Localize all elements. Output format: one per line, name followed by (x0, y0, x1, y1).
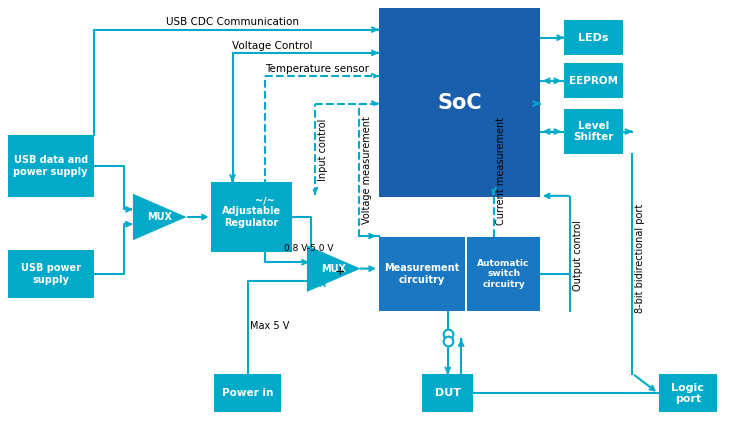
Text: Temperature sensor: Temperature sensor (265, 64, 369, 74)
Text: 0.8 V-5.0 V: 0.8 V-5.0 V (284, 244, 334, 253)
FancyBboxPatch shape (8, 135, 94, 197)
Polygon shape (307, 245, 361, 292)
FancyBboxPatch shape (564, 63, 622, 98)
FancyBboxPatch shape (8, 250, 94, 298)
Text: ~∕~: ~∕~ (255, 196, 274, 206)
Text: Power in: Power in (222, 388, 273, 398)
Text: MUX: MUX (321, 264, 346, 274)
FancyBboxPatch shape (564, 109, 622, 154)
FancyBboxPatch shape (211, 182, 292, 252)
Text: USB data and
power supply: USB data and power supply (13, 155, 88, 177)
Text: Output control: Output control (573, 220, 583, 291)
Text: Current measurement: Current measurement (496, 116, 506, 225)
Text: MUX: MUX (147, 212, 172, 222)
FancyBboxPatch shape (564, 20, 622, 55)
Text: SoC: SoC (437, 93, 482, 113)
Polygon shape (133, 194, 187, 240)
FancyBboxPatch shape (379, 237, 465, 311)
FancyBboxPatch shape (214, 374, 281, 412)
Text: Input control: Input control (318, 118, 328, 181)
Text: Voltage Control: Voltage Control (232, 41, 313, 51)
Polygon shape (243, 187, 286, 215)
Text: 8-bit bidirectional port: 8-bit bidirectional port (635, 203, 645, 313)
Text: Adjustable
Regulator: Adjustable Regulator (222, 206, 281, 228)
Text: EEPROM: EEPROM (568, 76, 618, 86)
Text: Automatic
switch
circuitry: Automatic switch circuitry (478, 259, 530, 289)
Text: Measurement
circuitry: Measurement circuitry (384, 263, 460, 285)
Text: Logic
port: Logic port (671, 382, 704, 404)
FancyBboxPatch shape (379, 8, 540, 197)
Text: +: + (334, 265, 345, 278)
Text: USB CDC Communication: USB CDC Communication (166, 17, 299, 27)
Text: DUT: DUT (435, 388, 460, 398)
Text: LEDs: LEDs (578, 33, 608, 43)
FancyBboxPatch shape (658, 374, 717, 412)
Text: Max 5 V: Max 5 V (250, 321, 290, 331)
Text: USB power
supply: USB power supply (21, 263, 81, 285)
Text: Voltage measurement: Voltage measurement (362, 116, 371, 225)
Text: Level
Shifter: Level Shifter (573, 121, 614, 143)
FancyBboxPatch shape (422, 374, 473, 412)
FancyBboxPatch shape (467, 237, 540, 311)
